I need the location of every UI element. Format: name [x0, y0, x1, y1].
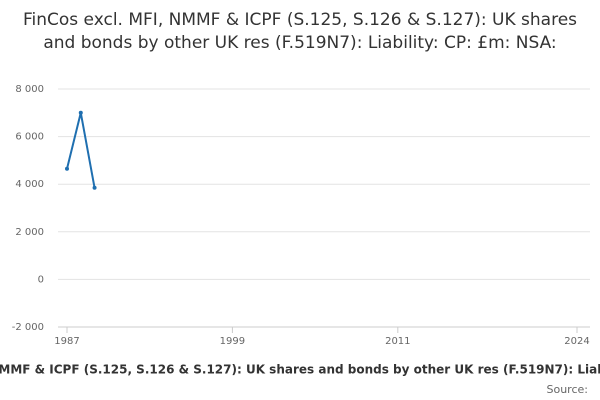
x-tick-label: 2011 [385, 336, 410, 347]
legend-entry: FinCos excl. MFI, NMMF & ICPF (S.125, S.… [0, 363, 600, 377]
y-tick-label: 4 000 [15, 179, 44, 190]
y-tick-label: 2 000 [15, 227, 44, 238]
data-line [66, 112, 96, 188]
y-tick-label: 8 000 [15, 84, 44, 95]
y-tick-label: 6 000 [15, 132, 44, 143]
chart-title: FinCos excl. MFI, NMMF & ICPF (S.125, S.… [23, 10, 577, 53]
x-tick-label: 1999 [220, 336, 245, 347]
x-tick-label: 1987 [54, 336, 79, 347]
data-point [65, 166, 69, 171]
source-label: Source: [547, 383, 589, 396]
data-point [78, 110, 83, 115]
x-tick-label: 2024 [564, 336, 589, 347]
y-tick-label: 0 [38, 274, 44, 285]
data-point [92, 185, 97, 190]
y-tick-label: -2 000 [12, 322, 44, 333]
